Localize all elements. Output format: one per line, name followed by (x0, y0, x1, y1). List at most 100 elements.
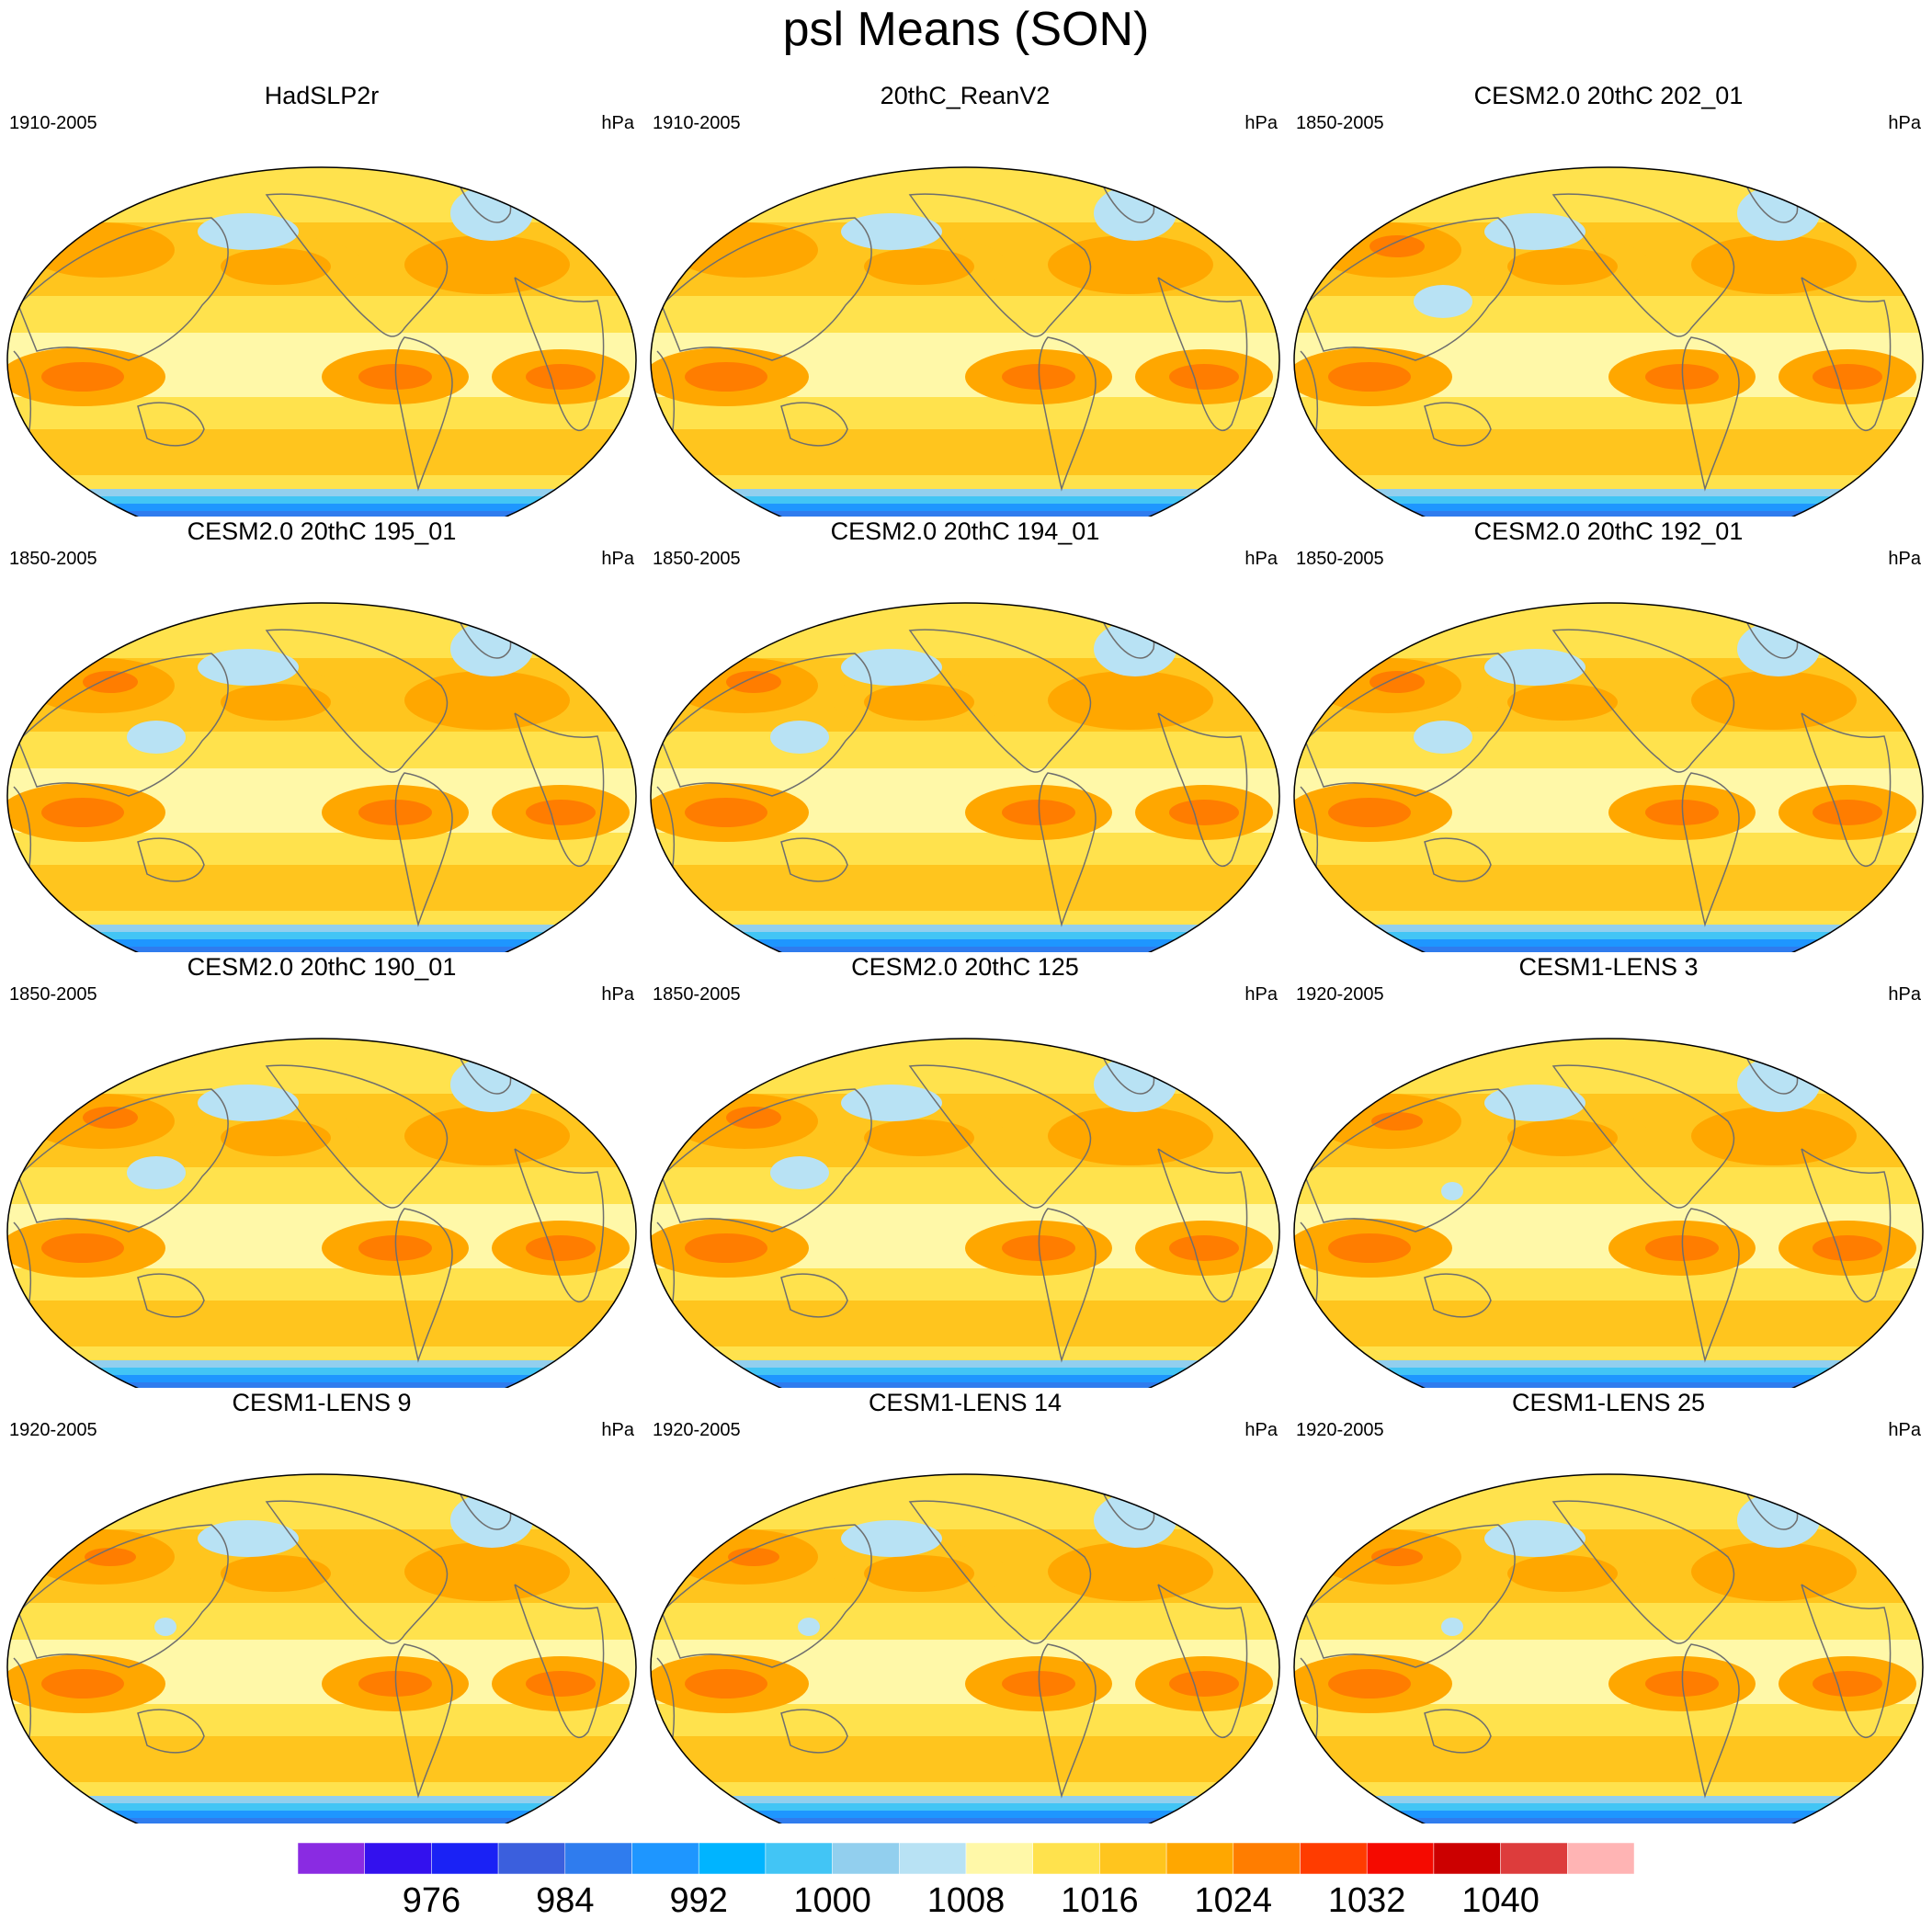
colorbar-swatch (965, 1843, 1033, 1874)
pressure-field (7, 1474, 636, 1823)
pressure-field (1294, 1039, 1923, 1388)
period-label: 1850-2005 (1296, 549, 1384, 569)
colorbar-swatch (899, 1843, 967, 1874)
period-label: 1920-2005 (653, 1420, 741, 1440)
units-label: hPa (1244, 984, 1278, 1005)
colorbar-swatch (364, 1843, 432, 1874)
period-label: 1920-2005 (9, 1420, 97, 1440)
period-label: 1910-2005 (9, 113, 97, 133)
units-label: hPa (1244, 549, 1278, 569)
colorbar-swatch (431, 1843, 499, 1874)
colorbar-swatch (1500, 1843, 1568, 1874)
colorbar-swatch (1099, 1843, 1167, 1874)
colorbar-swatch (631, 1843, 699, 1874)
colorbar-swatch (1567, 1843, 1634, 1874)
colorbar-swatch (298, 1843, 365, 1874)
coastlines (653, 619, 1248, 927)
panel-title: CESM2.0 20thC 192_01 (1473, 517, 1744, 545)
world-map (6, 166, 637, 517)
period-label: 1920-2005 (1296, 984, 1384, 1005)
map-panel: CESM2.0 20thC 190_01 1850-2005 hPa (0, 952, 643, 1388)
colorbar-swatch (832, 1843, 900, 1874)
world-map (1293, 166, 1924, 517)
pressure-field (7, 603, 636, 952)
map-panel: CESM1-LENS 25 1920-2005 hPa (1287, 1388, 1930, 1823)
map-panel: CESM2.0 20thC 202_01 1850-2005 hPa (1287, 81, 1930, 517)
colorbar-swatch (1300, 1843, 1368, 1874)
map-panel: CESM1-LENS 9 1920-2005 hPa (0, 1388, 643, 1823)
panel-title: CESM2.0 20thC 125 (851, 953, 1079, 981)
period-label: 1850-2005 (653, 984, 741, 1005)
panel-title: CESM1-LENS 25 (1511, 1389, 1706, 1416)
units-label: hPa (1888, 984, 1921, 1005)
coastlines (10, 184, 605, 492)
pressure-field (1294, 603, 1923, 952)
units-label: hPa (601, 113, 634, 133)
units-label: hPa (601, 1420, 634, 1440)
pressure-field (1294, 1474, 1923, 1823)
period-label: 1920-2005 (1296, 1420, 1384, 1440)
panel-title: CESM2.0 20thC 194_01 (830, 517, 1100, 545)
coastlines (653, 1055, 1248, 1363)
colorbar-swatch (698, 1843, 767, 1874)
colorbar-swatch (1233, 1843, 1301, 1874)
pressure-field (7, 167, 636, 517)
colorbar-swatch (1165, 1843, 1234, 1874)
colorbar-swatch (1032, 1843, 1100, 1874)
colorbar-tick-label: 1040 (1461, 1881, 1540, 1920)
period-label: 1850-2005 (653, 549, 741, 569)
world-map (1293, 1473, 1924, 1823)
colorbar (298, 1843, 1634, 1874)
units-label: hPa (601, 549, 634, 569)
panel-title: CESM2.0 20thC 190_01 (187, 953, 457, 981)
units-label: hPa (601, 984, 634, 1005)
world-map (650, 602, 1280, 952)
colorbar-swatch (564, 1843, 632, 1874)
colorbar-tick-label: 1000 (793, 1881, 871, 1920)
units-label: hPa (1888, 113, 1921, 133)
panel-title: CESM1-LENS 3 (1518, 953, 1699, 981)
period-label: 1850-2005 (9, 984, 97, 1005)
colorbar-tick-label: 1016 (1061, 1881, 1139, 1920)
colorbar-tick-label: 976 (402, 1881, 461, 1920)
period-label: 1850-2005 (1296, 113, 1384, 133)
map-panel: HadSLP2r 1910-2005 hPa (0, 81, 643, 517)
map-panel: CESM2.0 20thC 195_01 1850-2005 hPa (0, 517, 643, 952)
panel-title: CESM1-LENS 14 (868, 1389, 1063, 1416)
world-map (6, 602, 637, 952)
figure-title: psl Means (SON) (782, 3, 1150, 56)
pressure-field (651, 1039, 1279, 1388)
world-map (650, 1038, 1280, 1388)
pressure-field (1294, 167, 1923, 517)
period-label: 1850-2005 (9, 549, 97, 569)
world-map (6, 1038, 637, 1388)
units-label: hPa (1888, 1420, 1921, 1440)
colorbar-swatch (1433, 1843, 1501, 1874)
pressure-field (651, 167, 1279, 517)
colorbar-swatch (765, 1843, 833, 1874)
units-label: hPa (1244, 1420, 1278, 1440)
colorbar-tick-label: 1024 (1194, 1881, 1273, 1920)
colorbar-swatch (497, 1843, 566, 1874)
world-map (6, 1473, 637, 1823)
colorbar-tick-label: 984 (536, 1881, 595, 1920)
map-panel: CESM1-LENS 14 1920-2005 hPa (643, 1388, 1287, 1823)
panel-title: CESM1-LENS 9 (232, 1389, 412, 1416)
units-label: hPa (1244, 113, 1278, 133)
colorbar-tick-label: 1032 (1327, 1881, 1406, 1920)
coastlines (10, 1055, 605, 1363)
colorbar-tick-label: 1008 (926, 1881, 1006, 1920)
world-map (1293, 1038, 1924, 1388)
period-label: 1910-2005 (653, 113, 741, 133)
world-map (650, 166, 1280, 517)
map-panel: CESM2.0 20thC 125 1850-2005 hPa (643, 952, 1287, 1388)
colorbar-swatch (1366, 1843, 1435, 1874)
panel-title: 20thC_ReanV2 (880, 82, 1051, 109)
panel-title: HadSLP2r (264, 82, 380, 109)
map-panel: 20thC_ReanV2 1910-2005 hPa (643, 81, 1287, 517)
pressure-field (651, 603, 1279, 952)
map-panel: CESM1-LENS 3 1920-2005 hPa (1287, 952, 1930, 1388)
world-map (650, 1473, 1280, 1823)
colorbar-tick-label: 992 (669, 1881, 728, 1920)
panel-title: CESM2.0 20thC 202_01 (1473, 82, 1744, 109)
